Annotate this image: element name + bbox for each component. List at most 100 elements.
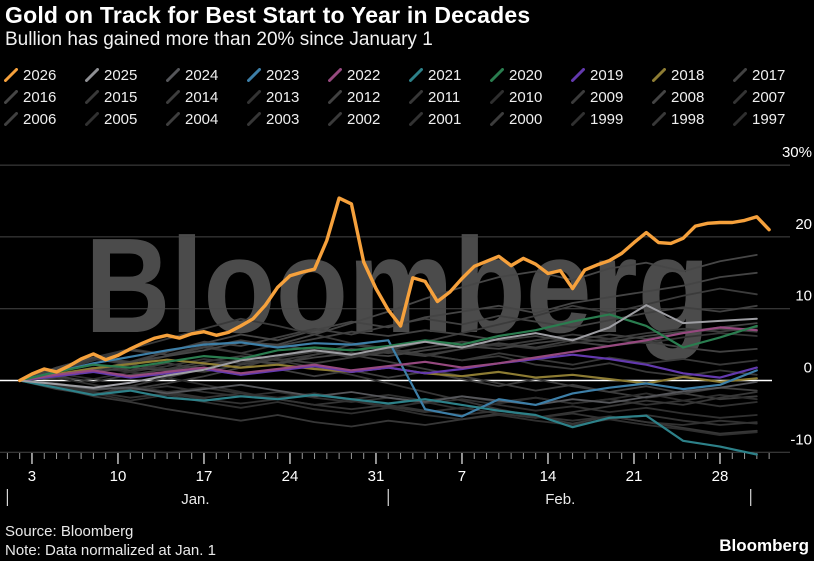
series-line-2024 xyxy=(18,379,758,406)
series-line-2011 xyxy=(18,379,758,428)
legend-item-2020[interactable]: 2020 xyxy=(490,65,542,85)
legend-line-marker xyxy=(247,68,261,82)
legend-item-2014[interactable]: 2014 xyxy=(166,87,218,107)
legend-item-2001[interactable]: 2001 xyxy=(409,109,461,129)
legend-item-2013[interactable]: 2013 xyxy=(247,87,299,107)
legend-year-label: 2021 xyxy=(428,66,462,84)
series-line-2003 xyxy=(18,345,758,435)
legend-year-label: 2001 xyxy=(428,110,462,128)
legend-item-2011[interactable]: 2011 xyxy=(409,87,460,107)
page-subtitle: Bullion has gained more than 20% since J… xyxy=(5,29,433,50)
x-axis-tick-label: 21 xyxy=(626,468,643,485)
legend-year-label: 2010 xyxy=(509,88,543,106)
y-axis-tick-label: 20 xyxy=(795,216,812,233)
series-line-2026 xyxy=(18,196,771,383)
legend-line-marker xyxy=(4,90,18,104)
legend-item-2003[interactable]: 2003 xyxy=(247,109,299,129)
series-line-2023 xyxy=(18,339,758,418)
legend-item-2008[interactable]: 2008 xyxy=(652,87,704,107)
x-axis-tick-label: 7 xyxy=(458,468,466,485)
legend-line-marker xyxy=(733,68,747,82)
legend-year-label: 2026 xyxy=(23,66,57,84)
legend-item-2009[interactable]: 2009 xyxy=(571,87,623,107)
legend-year-label: 2009 xyxy=(590,88,624,106)
x-axis-tick-label: 3 xyxy=(28,468,36,485)
legend-item-2004[interactable]: 2004 xyxy=(166,109,218,129)
legend-item-1998[interactable]: 1998 xyxy=(652,109,704,129)
legend-item-2002[interactable]: 2002 xyxy=(328,109,380,129)
month-label: Feb. xyxy=(545,491,575,508)
legend-line-marker xyxy=(85,112,99,126)
series-line-2009 xyxy=(18,287,758,396)
legend-line-marker xyxy=(247,112,261,126)
legend-line-marker xyxy=(328,68,342,82)
legend-line-marker xyxy=(85,90,99,104)
legend-year-label: 2016 xyxy=(23,88,57,106)
series-line-2015 xyxy=(18,317,758,382)
legend-year-label: 2023 xyxy=(266,66,300,84)
legend-year-label: 2012 xyxy=(347,88,381,106)
legend-item-2022[interactable]: 2022 xyxy=(328,65,380,85)
legend-item-2012[interactable]: 2012 xyxy=(328,87,380,107)
legend-item-2019[interactable]: 2019 xyxy=(571,65,623,85)
legend-line-marker xyxy=(328,112,342,126)
legend-item-1997[interactable]: 1997 xyxy=(733,109,785,129)
legend-line-marker xyxy=(571,112,585,126)
legend-item-1999[interactable]: 1999 xyxy=(571,109,623,129)
x-axis-tick-label: 17 xyxy=(196,468,213,485)
series-line-2017 xyxy=(18,322,758,382)
legend-item-2006[interactable]: 2006 xyxy=(4,109,56,129)
y-axis-tick-label: 30% xyxy=(782,144,812,161)
legend-line-marker xyxy=(166,90,180,104)
legend-item-2017[interactable]: 2017 xyxy=(733,65,785,85)
legend-year-label: 1998 xyxy=(671,110,705,128)
x-axis-tick-label: 14 xyxy=(540,468,557,485)
legend-year-label: 2006 xyxy=(23,110,57,128)
y-axis-tick-label: 0 xyxy=(804,360,812,377)
legend-year-label: 2024 xyxy=(185,66,219,84)
legend-year-label: 2000 xyxy=(509,110,543,128)
legend-item-2018[interactable]: 2018 xyxy=(652,65,704,85)
legend-item-2021[interactable]: 2021 xyxy=(409,65,461,85)
legend-item-2024[interactable]: 2024 xyxy=(166,65,218,85)
x-axis-tick-label: 10 xyxy=(110,468,127,485)
series-line-2006 xyxy=(18,304,758,382)
legend-line-marker xyxy=(328,90,342,104)
legend-year-label: 2020 xyxy=(509,66,543,84)
legend-line-marker xyxy=(571,90,585,104)
legend-year-label: 1997 xyxy=(752,110,786,128)
legend-year-label: 2015 xyxy=(104,88,138,106)
legend-line-marker xyxy=(85,68,99,82)
legend-item-2015[interactable]: 2015 xyxy=(85,87,137,107)
legend-year-label: 2008 xyxy=(671,88,705,106)
legend-year-label: 2002 xyxy=(347,110,381,128)
source-label: Source: Bloomberg xyxy=(5,523,134,540)
legend-line-marker xyxy=(166,112,180,126)
legend-year-label: 2007 xyxy=(752,88,786,106)
legend-item-2007[interactable]: 2007 xyxy=(733,87,785,107)
x-axis-tick-label: 24 xyxy=(282,468,299,485)
legend-item-2016[interactable]: 2016 xyxy=(4,87,56,107)
legend-line-marker xyxy=(166,68,180,82)
series-line-2020 xyxy=(18,313,758,382)
legend-item-2026[interactable]: 2026 xyxy=(4,65,56,85)
x-axis-tick-label: 31 xyxy=(368,468,385,485)
legend-item-2010[interactable]: 2010 xyxy=(490,87,542,107)
legend-item-2023[interactable]: 2023 xyxy=(247,65,299,85)
legend-item-2005[interactable]: 2005 xyxy=(85,109,137,129)
legend-item-2000[interactable]: 2000 xyxy=(490,109,542,129)
legend-year-label: 2004 xyxy=(185,110,219,128)
legend-year-label: 2019 xyxy=(590,66,624,84)
legend-year-label: 1999 xyxy=(590,110,624,128)
bloomberg-logo: Bloomberg xyxy=(719,536,809,555)
legend-line-marker xyxy=(409,90,423,104)
legend-line-marker xyxy=(247,90,261,104)
legend-item-2025[interactable]: 2025 xyxy=(85,65,137,85)
legend-line-marker xyxy=(409,68,423,82)
legend-line-marker xyxy=(652,90,666,104)
series-line-2019 xyxy=(18,353,758,382)
page-title: Gold on Track for Best Start to Year in … xyxy=(5,2,531,28)
legend-line-marker xyxy=(4,68,18,82)
legend-year-label: 2018 xyxy=(671,66,705,84)
